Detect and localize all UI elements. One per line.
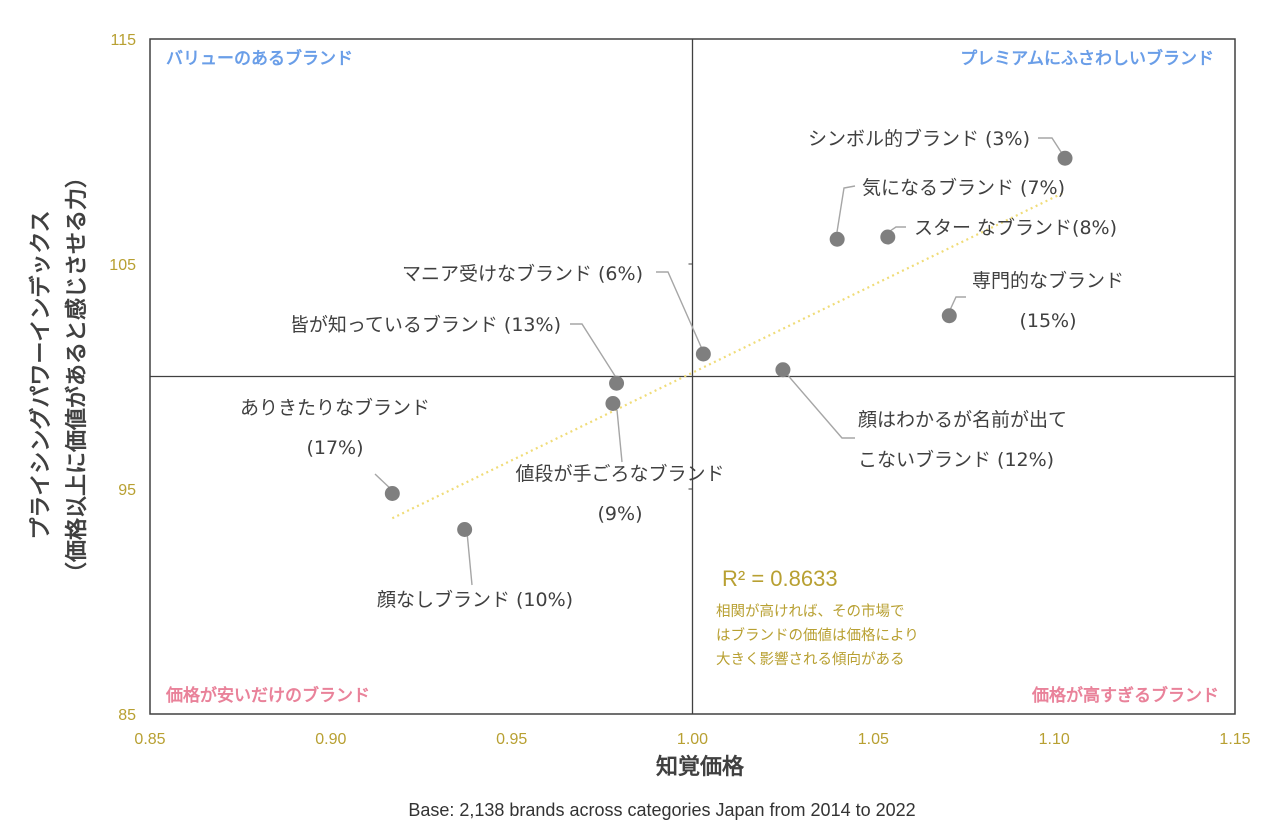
x-tick-label: 0.95 [496,731,527,748]
y-axis-title-line2: （価格以上に価値があると感じさせる力） [64,166,90,584]
point-label: 皆が知っているブランド (13%) [290,313,561,336]
footer-note: Base: 2,138 brands across categories Jap… [408,800,915,820]
point-label: 専門的なブランド [972,269,1124,292]
annotation-line-2: はブランドの価値は価格により [716,626,919,644]
x-tick-label: 0.85 [134,731,165,748]
r-squared-label: R² = 0.8633 [722,566,838,591]
x-tick-label: 1.05 [858,731,889,748]
data-point [1057,150,1073,166]
x-tick-label: 0.90 [315,731,346,748]
point-label: 顔なしブランド (10%) [377,588,573,611]
point-label: シンボル的ブランド (3%) [808,127,1030,150]
quadrant-label-top-left: バリューのあるブランド [166,48,353,69]
y-axis-title-line1: プライシングパワーインデックス [28,210,54,539]
data-point [695,346,711,362]
leader-line [616,409,623,463]
point-label: (17%) [306,437,363,459]
data-point [384,486,400,501]
point-label: 値段が手ごろなブランド [515,462,724,485]
data-point [457,522,473,537]
x-tick-label: 1.10 [1039,731,1070,748]
y-tick-label: 105 [109,257,136,274]
y-tick-label: 85 [118,707,136,724]
annotation-line-3: 大きく影響される傾向がある [716,650,905,668]
point-label: (9%) [598,503,643,525]
x-tick-label: 1.00 [677,731,708,748]
point-label: (15%) [1019,310,1076,332]
point-label: 顔はわかるが名前が出て [858,409,1067,431]
leader-line [570,323,618,380]
trendline [391,191,1066,520]
leader-line [784,371,855,439]
point-label: スター なブランド(8%) [914,216,1117,239]
data-point [941,308,957,324]
point-label: こないブランド (12%) [858,448,1054,471]
leader-line [466,531,473,586]
leader-line [836,185,856,233]
x-axis-title: 知覚価格 [656,754,745,780]
x-tick-label: 1.15 [1219,731,1250,748]
leader-line [656,271,703,350]
y-tick-label: 95 [118,482,136,499]
leader-line [1038,137,1064,156]
quadrant-label-bottom-right: 価格が高すぎるブランド [1031,685,1219,706]
leader-line [949,296,966,311]
point-label: マニア受けなブランド (6%) [402,262,643,285]
data-point [605,396,621,411]
data-point [829,231,845,247]
point-label: ありきたりなブランド [240,396,430,419]
data-point [609,375,625,391]
y-tick-label: 115 [110,32,136,49]
data-point [880,229,896,245]
point-label: 気になるブランド (7%) [862,176,1065,199]
annotation-line-1: 相関が高ければ、その市場で [716,603,905,620]
quadrant-label-bottom-left: 価格が安いだけのブランド [165,685,370,706]
quadrant-label-top-right: プレミアムにふさわしいブランド [960,48,1214,69]
data-point [775,362,791,378]
